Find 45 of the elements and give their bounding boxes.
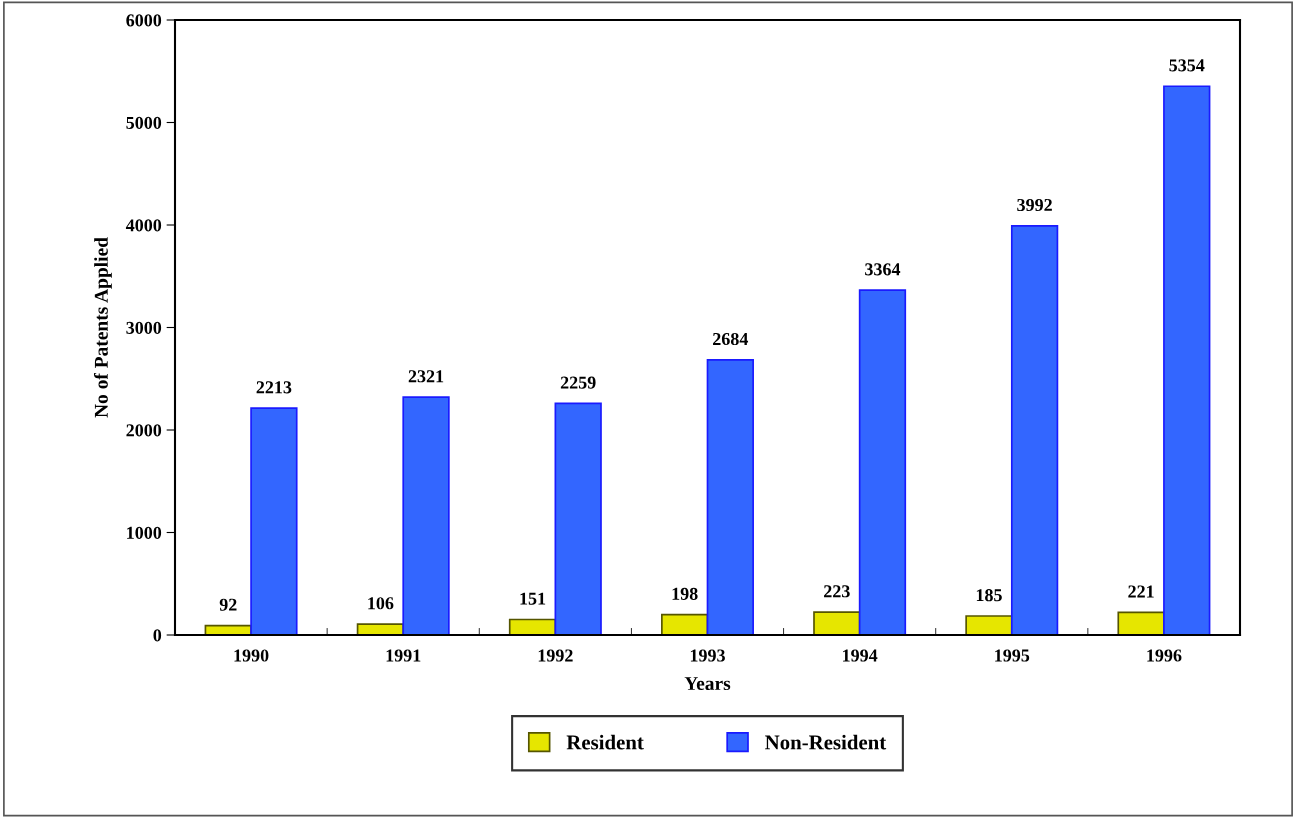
- data-label: 106: [368, 597, 394, 610]
- y-tick-label: 3000: [126, 321, 162, 334]
- bar: [1117, 611, 1165, 635]
- x-tick-label: 1990: [234, 649, 269, 662]
- bar: [1163, 85, 1211, 635]
- y-tick-label: 2000: [126, 424, 162, 437]
- bar: [554, 402, 602, 635]
- data-label: 5354: [1169, 59, 1205, 72]
- data-label: 3992: [1017, 198, 1052, 212]
- data-label: 2684: [713, 332, 749, 346]
- bar: [1010, 224, 1059, 635]
- bar: [858, 289, 907, 635]
- bar: [813, 611, 861, 635]
- y-tick-label: 6000: [126, 14, 162, 27]
- data-label: 3364: [865, 263, 901, 276]
- bar: [661, 613, 709, 635]
- data-label: 221: [1128, 585, 1154, 598]
- data-label: 2213: [256, 381, 292, 394]
- data-label: 2259: [560, 376, 596, 389]
- bar: [402, 396, 450, 635]
- y-tick-label: 4000: [125, 219, 162, 232]
- legend-label: Non-Resident: [765, 734, 887, 750]
- bar: [250, 407, 298, 635]
- bar: [965, 615, 1013, 635]
- x-tick-label: 1992: [538, 649, 573, 662]
- x-tick-label: 1993: [690, 649, 725, 662]
- bar: [356, 623, 405, 635]
- data-label: 92: [219, 598, 237, 611]
- y-tick-label: 1000: [127, 526, 162, 539]
- legend-label: Resident: [566, 734, 644, 750]
- y-tick-label: 5000: [126, 116, 162, 129]
- data-label: 151: [520, 592, 546, 605]
- x-tick-label: 1994: [843, 649, 878, 662]
- data-label: 198: [672, 587, 698, 600]
- y-tick-label: 0: [153, 629, 162, 642]
- x-tick-label: 1991: [386, 649, 421, 662]
- x-tick-label: 1996: [1147, 649, 1182, 662]
- data-label: 223: [824, 585, 850, 598]
- x-axis-title: Years: [684, 677, 731, 691]
- bar: [706, 359, 754, 635]
- data-label: 2321: [408, 370, 444, 383]
- x-tick-label: 1995: [995, 649, 1030, 662]
- y-axis-title: No of Patents Applied: [93, 237, 112, 418]
- data-label: 185: [976, 589, 1002, 602]
- bar: [508, 618, 557, 635]
